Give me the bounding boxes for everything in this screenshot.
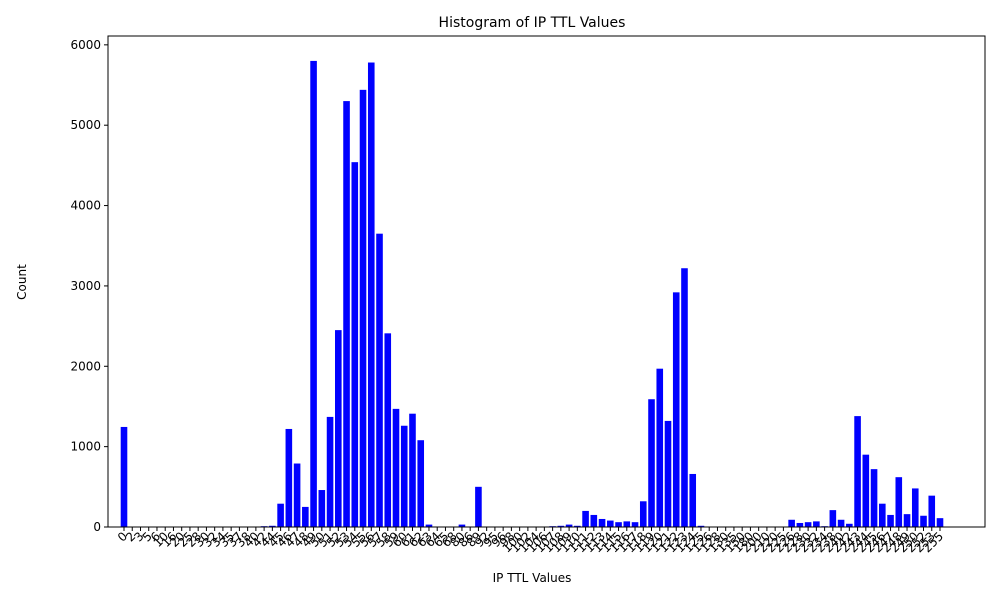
bar xyxy=(920,515,927,527)
bar xyxy=(689,473,697,527)
bar xyxy=(590,514,598,527)
bar xyxy=(837,519,845,527)
bar xyxy=(936,518,944,527)
bar xyxy=(623,521,631,527)
bar xyxy=(615,522,622,527)
bar xyxy=(557,525,565,527)
bar xyxy=(854,416,861,527)
bar xyxy=(335,330,342,527)
bar xyxy=(310,60,317,527)
bar xyxy=(664,420,672,527)
bar xyxy=(895,477,903,527)
bar xyxy=(911,488,919,527)
bar xyxy=(475,486,482,527)
y-tick-label: 4000 xyxy=(70,199,101,213)
bar xyxy=(879,503,886,527)
bar xyxy=(458,524,466,527)
bar xyxy=(326,416,334,527)
bar xyxy=(788,519,795,527)
bar xyxy=(582,510,589,527)
bar xyxy=(846,523,853,527)
bar xyxy=(285,428,293,527)
y-tick-label: 1000 xyxy=(70,440,101,454)
bar xyxy=(376,233,383,527)
bar xyxy=(384,333,392,527)
bar xyxy=(425,524,433,527)
bar xyxy=(598,518,606,527)
y-tick-label: 3000 xyxy=(70,279,101,293)
bar xyxy=(607,520,614,527)
bar xyxy=(400,425,408,527)
y-tick-label: 5000 xyxy=(70,118,101,132)
bar xyxy=(870,469,878,527)
bar xyxy=(565,524,573,527)
bar xyxy=(269,525,276,527)
bar xyxy=(672,292,680,527)
bar xyxy=(302,506,309,527)
bar xyxy=(887,514,894,527)
bar xyxy=(343,101,350,528)
y-tick-label: 2000 xyxy=(70,359,101,373)
bar xyxy=(656,368,664,527)
bar xyxy=(318,490,326,527)
x-axis-label: IP TTL Values xyxy=(493,571,572,585)
plot-area: 0100020003000400050006000023561016202528… xyxy=(70,38,946,555)
bar xyxy=(928,495,936,527)
bar xyxy=(392,408,400,527)
bar xyxy=(293,463,301,527)
axes-frame xyxy=(107,35,986,528)
y-tick-label: 6000 xyxy=(70,38,101,52)
bar xyxy=(903,514,911,527)
bar xyxy=(277,503,284,527)
bar xyxy=(409,413,416,527)
bar xyxy=(574,525,581,527)
bar xyxy=(351,162,359,528)
bar xyxy=(417,440,425,527)
bar xyxy=(648,399,655,527)
chart-title: Histogram of IP TTL Values xyxy=(439,15,626,31)
bar xyxy=(804,522,812,527)
y-axis-label: Count xyxy=(15,264,29,300)
bar xyxy=(631,522,639,527)
bar xyxy=(862,454,870,527)
bar xyxy=(367,62,375,527)
bar xyxy=(120,426,128,527)
bar xyxy=(813,521,820,527)
bar xyxy=(639,501,647,527)
y-tick-label: 0 xyxy=(93,520,101,534)
bar xyxy=(829,510,837,527)
bar xyxy=(681,268,688,527)
bar xyxy=(697,525,705,527)
bar xyxy=(796,522,804,527)
bar xyxy=(359,89,367,527)
